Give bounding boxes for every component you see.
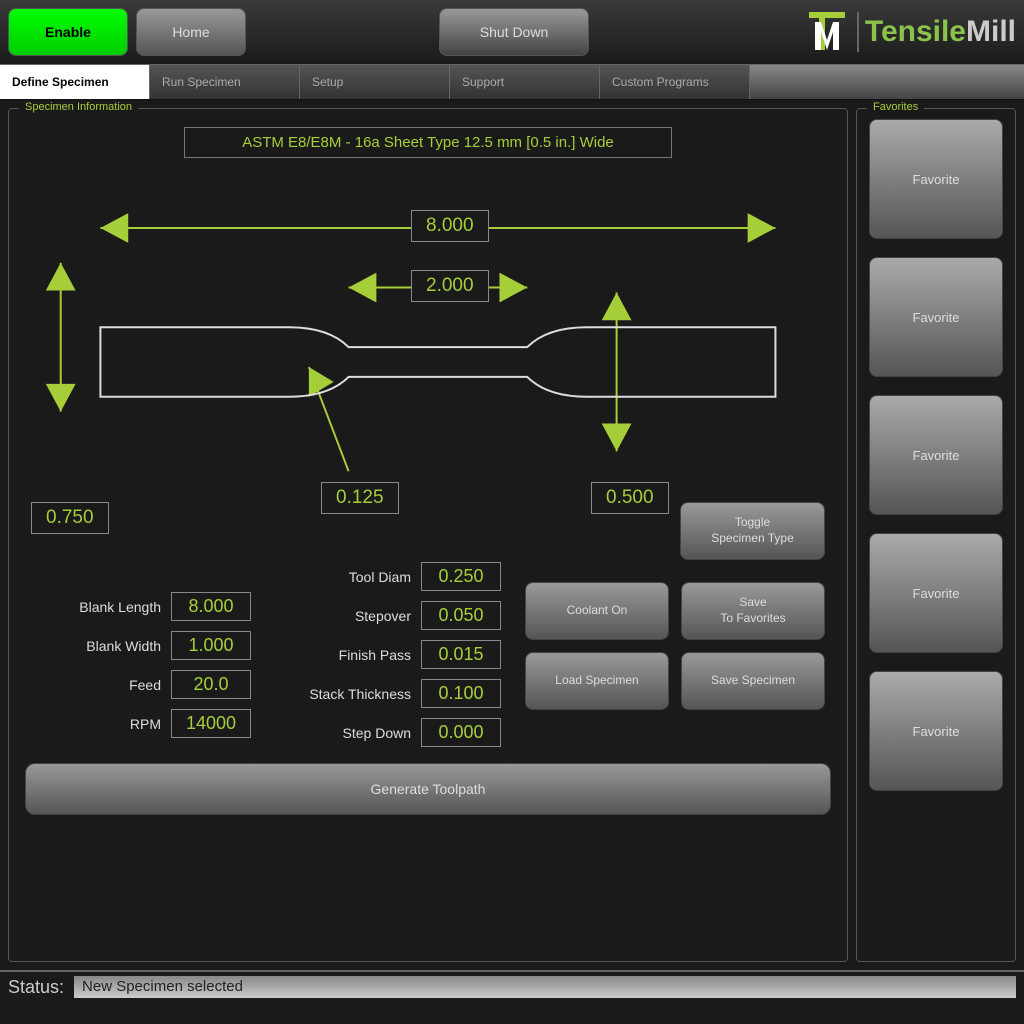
label-rpm: RPM <box>130 716 161 732</box>
tab-setup[interactable]: Setup <box>300 65 450 99</box>
logo-divider <box>857 12 859 52</box>
field-step-down: Step Down 0.000 <box>271 718 501 747</box>
favorite-button-2[interactable]: Favorite <box>869 257 1003 377</box>
dim-overall-length[interactable]: 8.000 <box>411 210 489 242</box>
input-blank-length[interactable]: 8.000 <box>171 592 251 621</box>
main-content: Specimen Information ASTM E8/E8M - 16a S… <box>0 100 1024 970</box>
tab-custom-programs[interactable]: Custom Programs <box>600 65 750 99</box>
specimen-title: ASTM E8/E8M - 16a Sheet Type 12.5 mm [0.… <box>184 127 672 158</box>
tab-support[interactable]: Support <box>450 65 600 99</box>
field-feed: Feed 20.0 <box>31 670 251 699</box>
logo-text-mill: Mill <box>966 15 1016 48</box>
label-blank-width: Blank Width <box>86 638 161 654</box>
input-stack-thickness[interactable]: 0.100 <box>421 679 501 708</box>
input-stepover[interactable]: 0.050 <box>421 601 501 630</box>
status-bar: Status: New Specimen selected <box>0 970 1024 1002</box>
favorite-button-3[interactable]: Favorite <box>869 395 1003 515</box>
field-tool-diam: Tool Diam 0.250 <box>271 562 501 591</box>
favorite-button-4[interactable]: Favorite <box>869 533 1003 653</box>
home-button[interactable]: Home <box>136 8 246 56</box>
status-value: New Specimen selected <box>74 976 1016 998</box>
logo-text: TensileMill <box>865 15 1016 49</box>
favorites-panel: Favorites Favorite Favorite Favorite Fav… <box>856 108 1016 962</box>
label-blank-length: Blank Length <box>79 599 161 615</box>
input-tool-diam[interactable]: 0.250 <box>421 562 501 591</box>
tabs-filler <box>750 65 1024 99</box>
coolant-on-button[interactable]: Coolant On <box>525 582 669 640</box>
dim-reduced-width[interactable]: 0.500 <box>591 482 669 514</box>
label-stepover: Stepover <box>355 608 411 624</box>
dim-radius[interactable]: 0.125 <box>321 482 399 514</box>
parameters-row: Blank Length 8.000 Blank Width 1.000 Fee… <box>21 562 835 747</box>
field-rpm: RPM 14000 <box>31 709 251 738</box>
input-step-down[interactable]: 0.000 <box>421 718 501 747</box>
top-toolbar: Enable Home Shut Down TensileMill <box>0 0 1024 64</box>
field-blank-width: Blank Width 1.000 <box>31 631 251 660</box>
favorite-button-1[interactable]: Favorite <box>869 119 1003 239</box>
enable-button[interactable]: Enable <box>8 8 128 56</box>
tab-run-specimen[interactable]: Run Specimen <box>150 65 300 99</box>
shutdown-button[interactable]: Shut Down <box>439 8 589 56</box>
params-right-column: Tool Diam 0.250 Stepover 0.050 Finish Pa… <box>271 562 501 747</box>
label-finish-pass: Finish Pass <box>339 647 411 663</box>
status-label: Status: <box>8 977 64 998</box>
input-blank-width[interactable]: 1.000 <box>171 631 251 660</box>
input-feed[interactable]: 20.0 <box>171 670 251 699</box>
logo-text-tensile: Tensile <box>865 15 966 48</box>
save-to-favorites-button[interactable]: SaveTo Favorites <box>681 582 825 640</box>
load-specimen-button[interactable]: Load Specimen <box>525 652 669 710</box>
label-feed: Feed <box>129 677 161 693</box>
field-finish-pass: Finish Pass 0.015 <box>271 640 501 669</box>
field-stepover: Stepover 0.050 <box>271 601 501 630</box>
field-stack-thickness: Stack Thickness 0.100 <box>271 679 501 708</box>
favorite-button-5[interactable]: Favorite <box>869 671 1003 791</box>
main-tabs: Define Specimen Run Specimen Setup Suppo… <box>0 64 1024 100</box>
app-logo: TensileMill <box>803 8 1016 56</box>
label-tool-diam: Tool Diam <box>349 569 411 585</box>
specimen-information-panel: Specimen Information ASTM E8/E8M - 16a S… <box>8 108 848 962</box>
specimen-legend: Specimen Information <box>19 101 138 113</box>
action-buttons-area: ToggleSpecimen Type Coolant On SaveTo Fa… <box>521 562 825 747</box>
toggle-specimen-type-button[interactable]: ToggleSpecimen Type <box>680 502 825 560</box>
label-stack-thickness: Stack Thickness <box>309 686 411 702</box>
logo-icon <box>803 8 851 56</box>
field-blank-length: Blank Length 8.000 <box>31 592 251 621</box>
dim-grip-width[interactable]: 0.750 <box>31 502 109 534</box>
tab-define-specimen[interactable]: Define Specimen <box>0 65 150 99</box>
params-left-column: Blank Length 8.000 Blank Width 1.000 Fee… <box>31 592 251 747</box>
save-specimen-button[interactable]: Save Specimen <box>681 652 825 710</box>
generate-toolpath-button[interactable]: Generate Toolpath <box>25 763 831 815</box>
favorites-legend: Favorites <box>867 101 924 113</box>
label-step-down: Step Down <box>343 725 411 741</box>
input-rpm[interactable]: 14000 <box>171 709 251 738</box>
input-finish-pass[interactable]: 0.015 <box>421 640 501 669</box>
dim-gauge-length[interactable]: 2.000 <box>411 270 489 302</box>
